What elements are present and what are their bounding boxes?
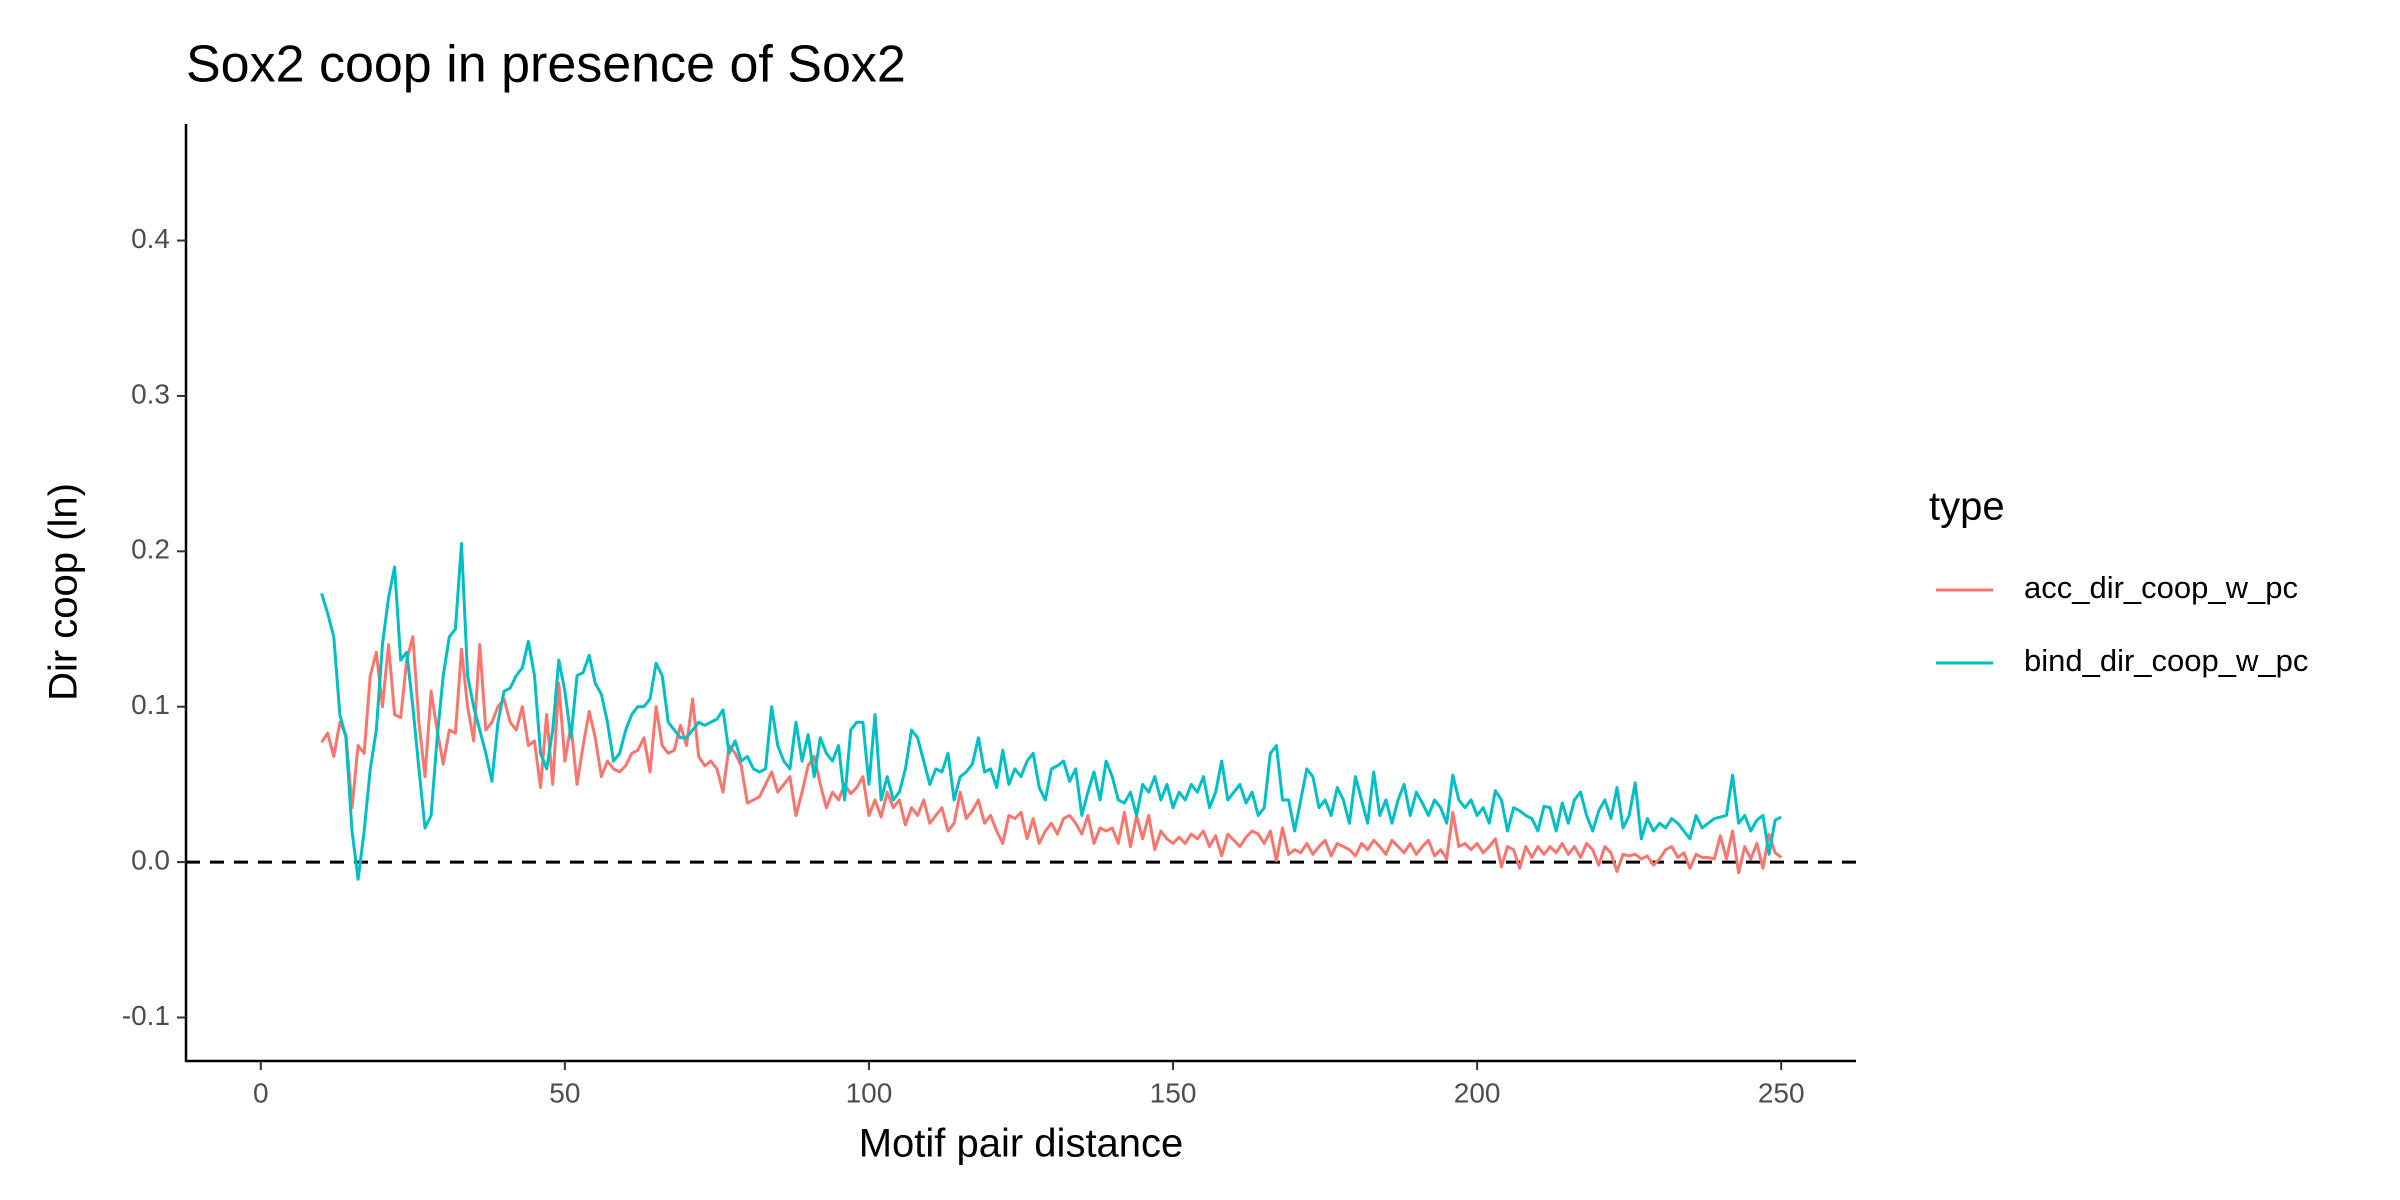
legend-label: acc_dir_coop_w_pc (2024, 570, 2298, 605)
x-tick-label: 250 (1758, 1077, 1805, 1108)
y-tick-label: 0.1 (131, 689, 170, 720)
y-tick-label: 0.3 (131, 378, 170, 409)
y-tick-label: 0.0 (131, 844, 170, 875)
x-tick-label: 50 (549, 1077, 580, 1108)
x-tick-label: 0 (253, 1077, 269, 1108)
x-tick-label: 150 (1150, 1077, 1197, 1108)
series-line (320, 542, 1782, 881)
y-tick-label: 0.4 (131, 223, 170, 254)
y-tick-label: -0.1 (122, 1000, 170, 1031)
legend-label: bind_dir_coop_w_pc (2024, 643, 2308, 678)
legend-title: type (1929, 485, 2005, 529)
x-tick-label: 200 (1454, 1077, 1501, 1108)
x-axis-title: Motif pair distance (859, 1122, 1184, 1166)
series-line (320, 635, 1783, 875)
y-tick-label: 0.2 (131, 534, 170, 565)
x-tick-label: 100 (846, 1077, 893, 1108)
y-axis-title: Dir coop (ln) (42, 483, 86, 701)
chart-title: Sox2 coop in presence of Sox2 (186, 36, 906, 94)
